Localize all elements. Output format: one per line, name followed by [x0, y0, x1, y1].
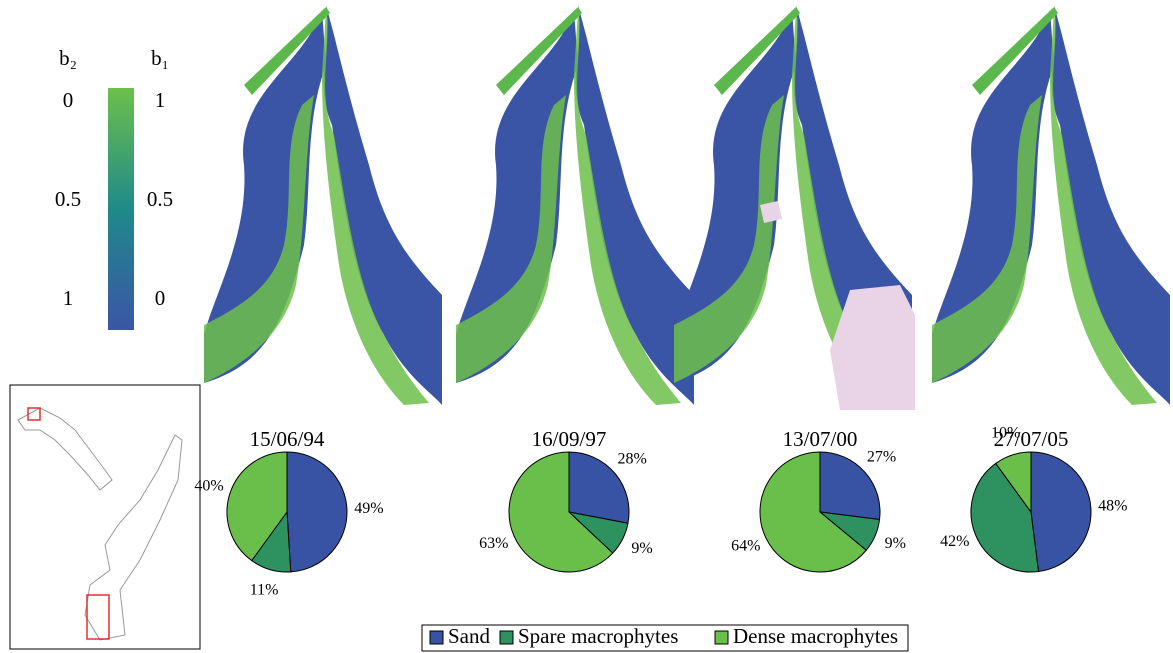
b2-tick-label: 0	[63, 88, 74, 112]
colorbar	[108, 88, 134, 330]
b1-tick-label: 0.5	[147, 187, 173, 211]
slice-label: 11%	[250, 581, 279, 598]
legend-label: Spare macrophytes	[518, 624, 678, 648]
slice-label: 27%	[867, 448, 896, 465]
map-2005	[932, 5, 1170, 405]
figure: b₂ b₁ 0 0.5 1 1 0.5 0 15/06/94 49% 11% 40% 16/09/9…	[0, 0, 1173, 653]
pie-title: 13/07/00	[783, 427, 858, 451]
pie-slice	[287, 452, 347, 572]
legend-swatch	[500, 631, 513, 644]
map-1994	[204, 5, 442, 405]
slice-label: 48%	[1098, 498, 1127, 515]
legend-label: Sand	[448, 624, 491, 648]
slice-label: 9%	[885, 535, 906, 552]
colorbar-right-label: b₁	[151, 46, 169, 70]
inset-frame	[10, 385, 200, 649]
legend-swatch	[715, 631, 728, 644]
pie-title: 15/06/94	[250, 427, 325, 451]
map-1997	[456, 5, 694, 405]
b2-tick-label: 1	[63, 286, 74, 310]
slice-label: 28%	[618, 450, 647, 467]
pie-title: 16/09/97	[532, 427, 607, 451]
slice-label: 10%	[991, 425, 1020, 442]
pie-slice	[1031, 452, 1091, 572]
slice-label: 64%	[731, 538, 760, 555]
b1-tick-label: 1	[155, 88, 166, 112]
slice-label: 9%	[631, 540, 652, 557]
slice-label: 40%	[194, 477, 223, 494]
slice-label: 63%	[479, 535, 508, 552]
slice-label: 49%	[354, 500, 383, 517]
legend-swatch	[430, 631, 443, 644]
b2-tick-label: 0.5	[55, 187, 81, 211]
b1-tick-label: 0	[155, 286, 166, 310]
colorbar-left-label: b₂	[59, 46, 77, 70]
legend-label: Dense macrophytes	[733, 624, 898, 648]
slice-label: 42%	[940, 533, 969, 550]
